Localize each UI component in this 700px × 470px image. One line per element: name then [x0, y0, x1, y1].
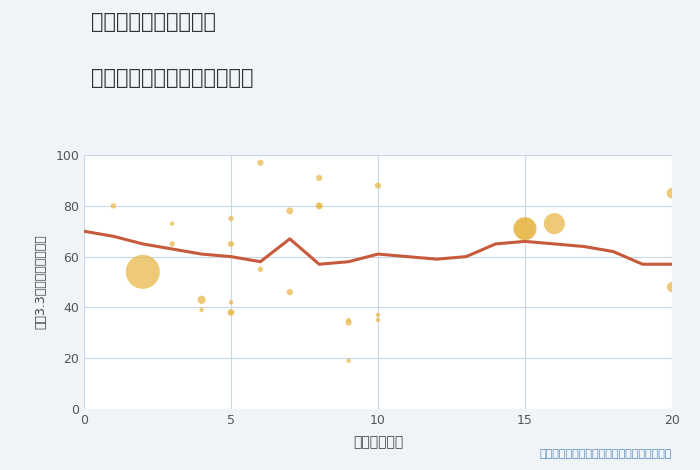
Point [372, 182, 384, 189]
Point [255, 159, 266, 166]
Point [343, 319, 354, 326]
Text: 駅距離別中古マンション価格: 駅距離別中古マンション価格 [91, 68, 253, 88]
Point [519, 225, 531, 233]
Point [314, 174, 325, 182]
Text: 三重県松阪市田原町の: 三重県松阪市田原町の [91, 12, 216, 32]
Point [225, 309, 237, 316]
Point [666, 189, 678, 197]
Point [284, 289, 295, 296]
Point [225, 298, 237, 306]
Point [196, 306, 207, 313]
Point [666, 283, 678, 291]
Point [519, 225, 531, 233]
Point [314, 202, 325, 210]
Point [137, 268, 148, 275]
Point [314, 202, 325, 210]
Text: 円の大きさは、取引のあった物件面積を示す: 円の大きさは、取引のあった物件面積を示す [540, 449, 672, 460]
Point [225, 215, 237, 222]
X-axis label: 駅距離（分）: 駅距離（分） [353, 435, 403, 449]
Point [343, 316, 354, 324]
Y-axis label: 坪（3.3㎡）単価（万円）: 坪（3.3㎡）単価（万円） [34, 235, 47, 329]
Point [549, 220, 560, 227]
Point [255, 266, 266, 273]
Point [225, 309, 237, 316]
Point [167, 240, 178, 248]
Point [196, 296, 207, 304]
Point [343, 357, 354, 364]
Point [167, 220, 178, 227]
Point [372, 316, 384, 324]
Point [284, 207, 295, 215]
Point [225, 240, 237, 248]
Point [372, 311, 384, 319]
Point [108, 202, 119, 210]
